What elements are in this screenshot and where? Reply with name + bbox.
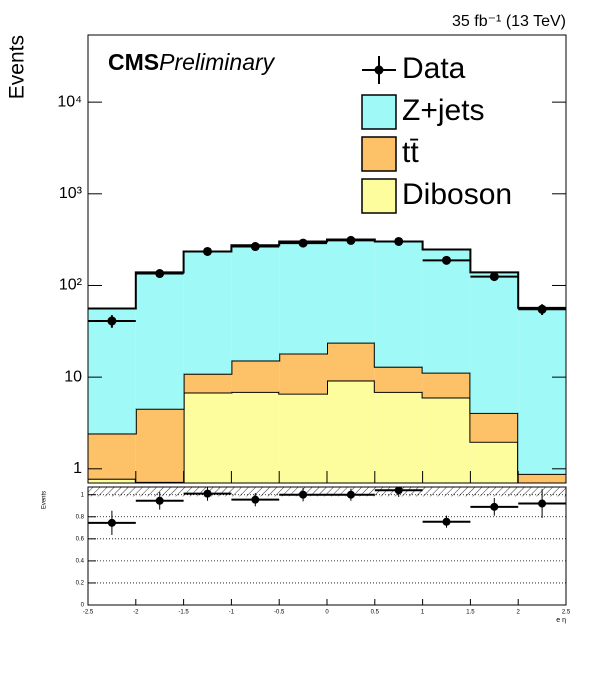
y-axis-label: Events [42, 491, 48, 509]
data-point [442, 255, 451, 265]
x-tick-label: 1.5 [466, 610, 475, 616]
y-tick-label: 10² [59, 277, 83, 294]
histogram-bar [470, 272, 519, 413]
data-point [394, 487, 403, 495]
histogram-bar [327, 239, 375, 343]
legend-label: Z+jets [402, 94, 485, 127]
histogram-bar [279, 353, 327, 394]
y-tick-label: 10 [64, 368, 82, 385]
data-point [537, 304, 547, 314]
cms-title: CMS [108, 49, 159, 75]
data-point [538, 499, 547, 508]
histogram-bar [88, 433, 136, 479]
legend-label: Diboson [402, 178, 512, 211]
data-point [490, 502, 499, 511]
x-tick-label: -1.5 [178, 610, 189, 616]
histogram-bar [470, 412, 519, 442]
histogram-bar [422, 397, 471, 483]
histogram-bar [231, 391, 280, 483]
uncertainty-band [88, 487, 566, 497]
data-point [346, 490, 355, 499]
histogram-bar [518, 307, 566, 474]
x-tick-label: -0.5 [274, 610, 285, 616]
data-point [250, 242, 260, 252]
data-point [251, 495, 260, 504]
y-tick-label: 10³ [59, 185, 83, 202]
cms-subtitle: Preliminary [159, 49, 276, 75]
x-tick-label: -1 [229, 610, 235, 616]
histogram-bar [231, 360, 280, 392]
x-tick-label: -2 [133, 610, 139, 616]
histogram-bar [183, 373, 232, 393]
histogram-bar [231, 245, 280, 361]
histogram-bar [88, 308, 136, 434]
y-tick-label: 1 [81, 492, 85, 498]
data-point [299, 490, 308, 499]
histogram-bar [422, 249, 471, 373]
data-point [155, 269, 165, 279]
legend-swatch [361, 178, 397, 214]
data-point [155, 496, 164, 505]
histogram-bar [374, 366, 423, 392]
histogram-bar [135, 408, 184, 482]
x-axis-label: e η [556, 617, 566, 624]
data-point [394, 236, 404, 246]
histogram-bar [422, 372, 471, 398]
ratio-plot [88, 487, 566, 605]
data-point [442, 517, 451, 526]
histogram-bar [374, 391, 423, 483]
x-tick-label: 2 [517, 610, 521, 616]
histogram-bar [518, 473, 566, 483]
legend-swatch [361, 136, 397, 172]
data-point [203, 246, 212, 256]
histogram-bar [279, 241, 327, 354]
data-point [298, 238, 308, 248]
y-tick-label: 0.2 [76, 581, 85, 587]
legend-label: tt̄ [402, 136, 419, 169]
data-point [107, 518, 116, 527]
histogram-bar [88, 478, 136, 483]
y-tick-label: 0.8 [76, 514, 85, 520]
legend-label: Data [402, 52, 466, 85]
histogram-bar [183, 392, 232, 483]
frame [87, 486, 567, 606]
main-plot [88, 235, 566, 483]
y-tick-label: 1 [73, 460, 82, 477]
x-tick-label: -2.5 [83, 610, 94, 616]
histogram-bar [374, 241, 423, 367]
data-point [346, 235, 356, 245]
luminosity-label: 35 fb⁻¹ (13 TeV) [452, 13, 566, 30]
histogram-bar [135, 272, 184, 409]
data-point [107, 316, 117, 326]
histogram-bar [183, 251, 232, 374]
data-point [489, 272, 499, 282]
x-tick-label: 0 [325, 610, 329, 616]
x-tick-label: 0.5 [371, 610, 380, 616]
y-tick-label: 0 [81, 603, 85, 609]
histogram-bar [470, 441, 519, 483]
histogram-bar [327, 342, 375, 381]
y-axis-label: Events [6, 35, 29, 99]
data-point [203, 489, 212, 498]
x-tick-label: 1 [421, 610, 425, 616]
legend-swatch [361, 94, 397, 130]
histogram-bar [327, 380, 375, 483]
y-tick-label: 0.6 [76, 536, 85, 542]
x-tick-label: 2.5 [562, 610, 571, 616]
y-tick-label: 10⁴ [57, 93, 82, 110]
cms-label: CMSPreliminary [108, 49, 276, 75]
histogram-bar [279, 393, 327, 483]
y-tick-label: 0.4 [76, 558, 85, 564]
legend-marker [374, 65, 384, 75]
